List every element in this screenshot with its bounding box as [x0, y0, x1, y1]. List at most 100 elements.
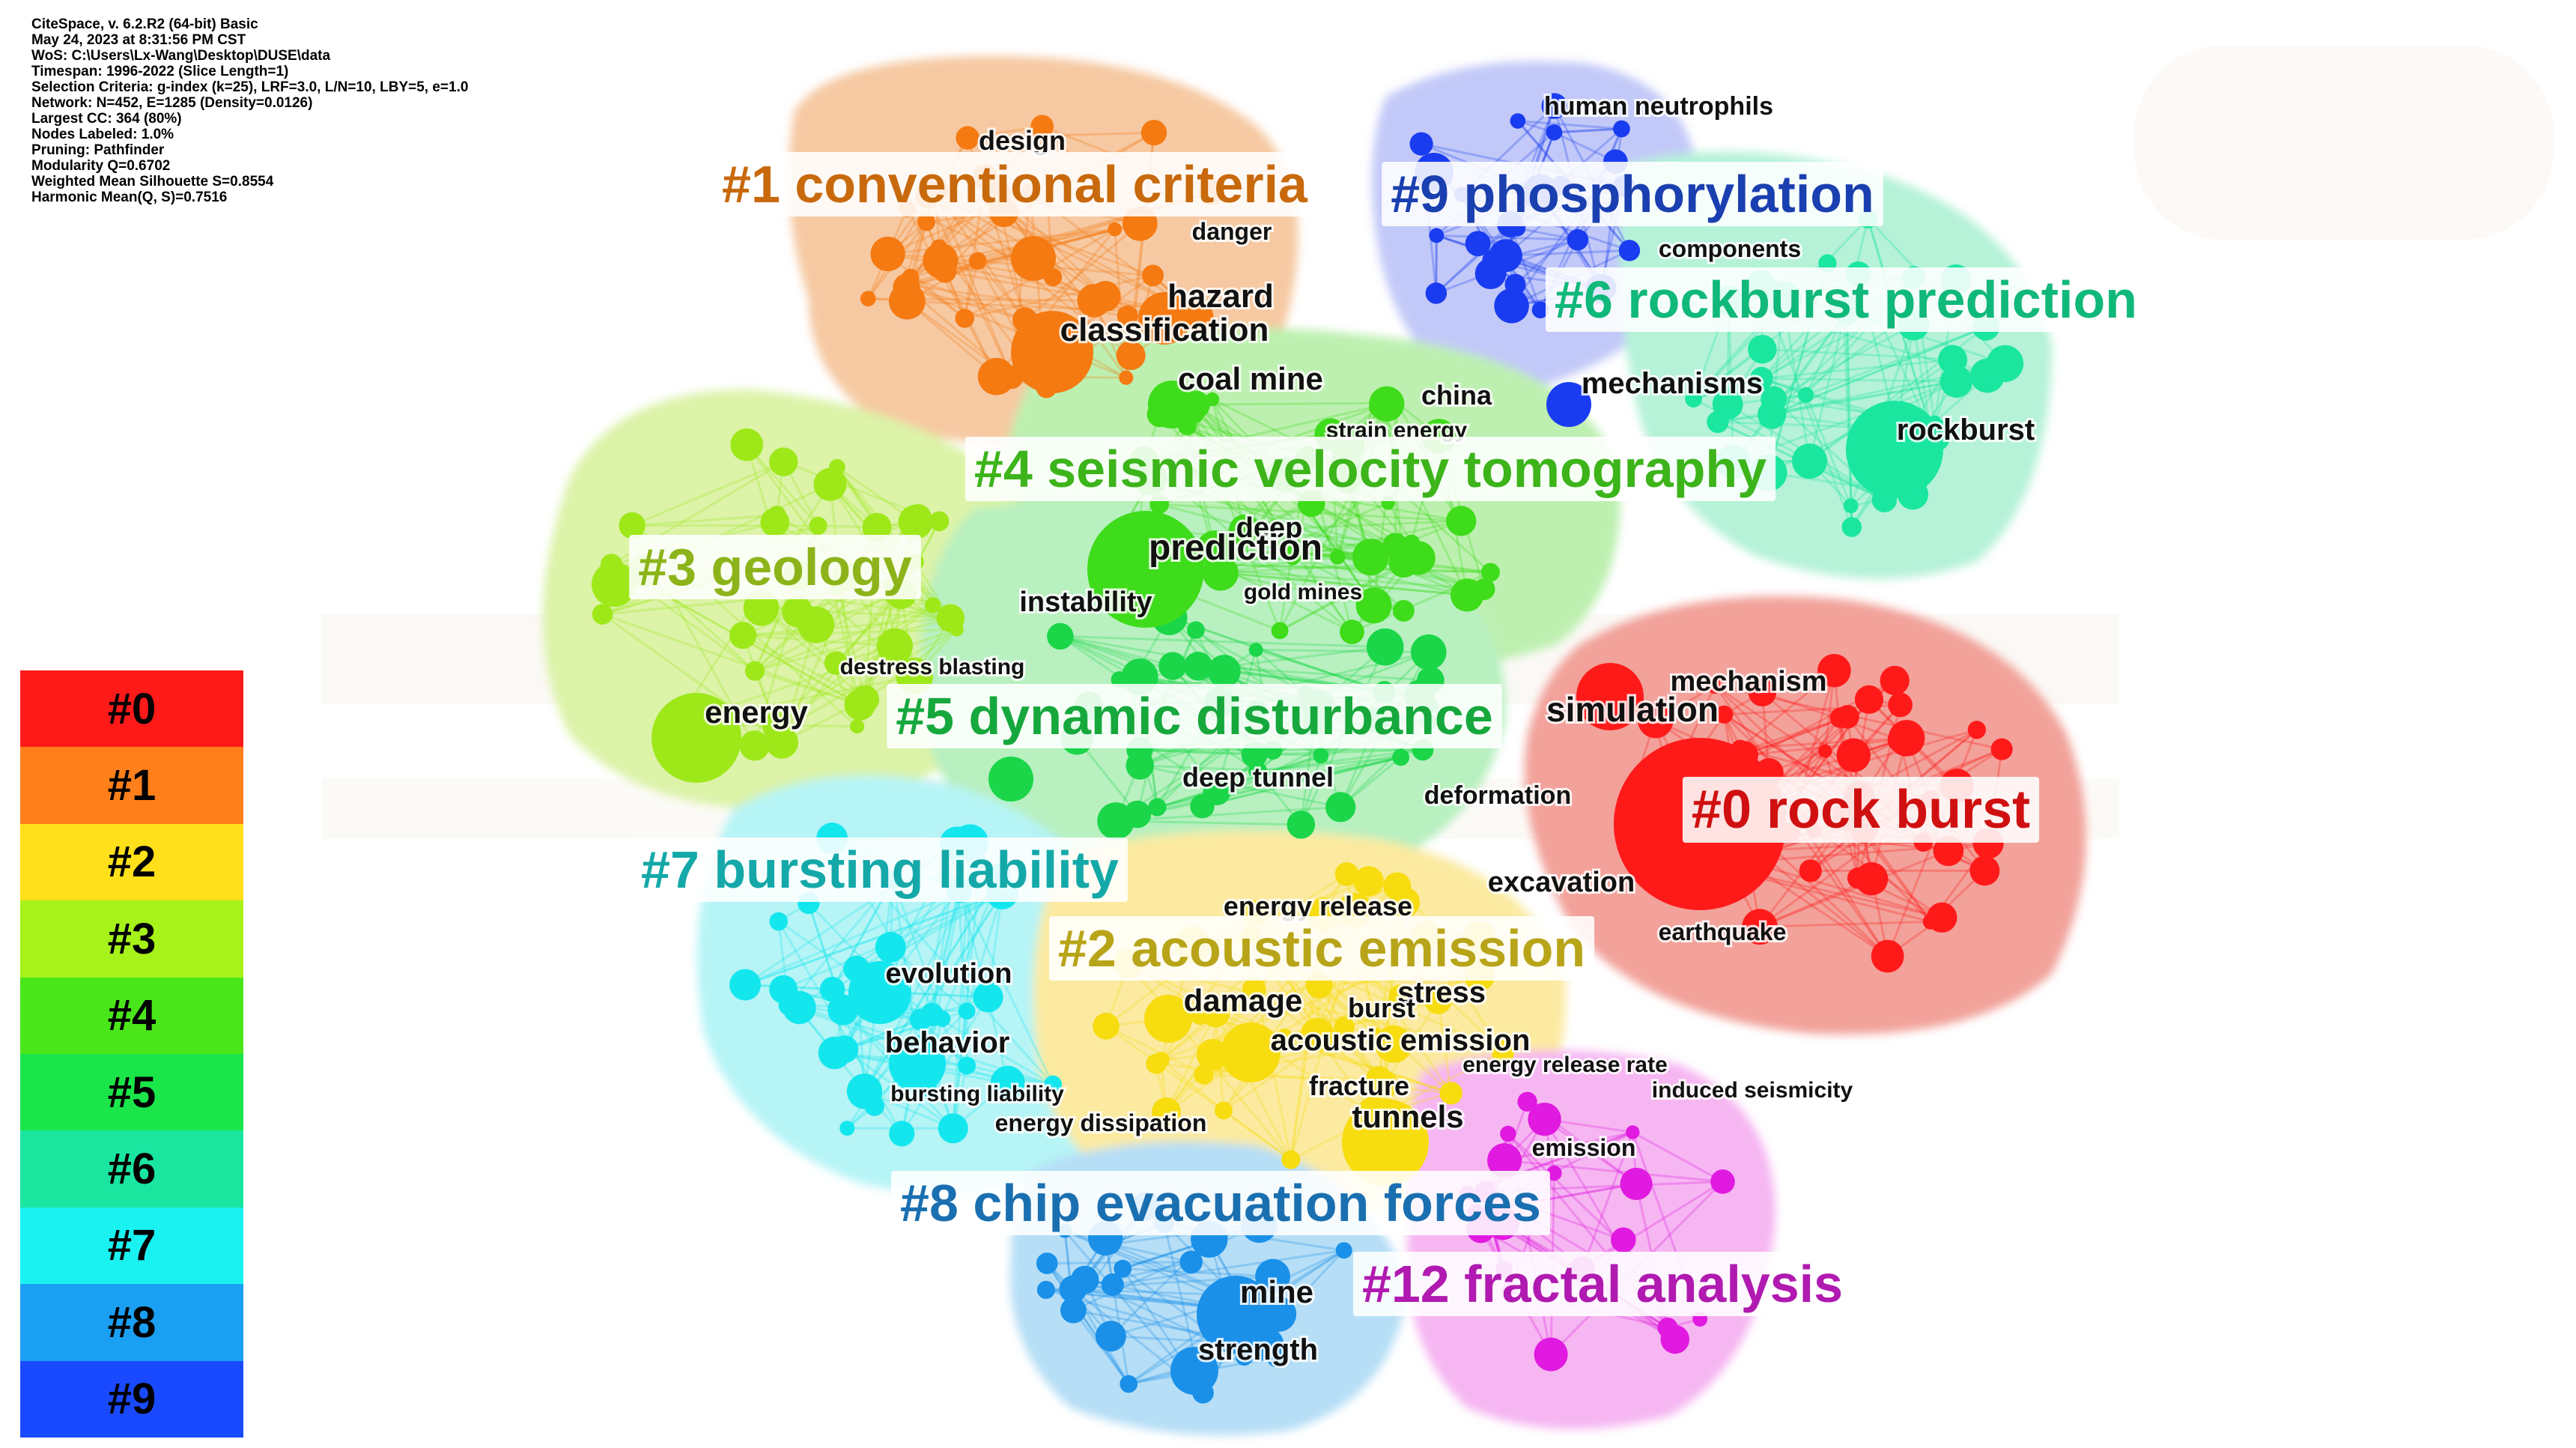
- keyword-label: energy release rate: [1462, 1052, 1668, 1077]
- network-node: [1392, 748, 1410, 766]
- metadata-line: Weighted Mean Silhouette S=0.8554: [31, 174, 274, 190]
- network-node: [875, 932, 906, 963]
- network-edge: [931, 889, 961, 1015]
- citespace-metadata: CiteSpace, v. 6.2.R2 (64-bit) Basic May …: [31, 16, 468, 205]
- network-node: [1620, 1167, 1653, 1200]
- network-node: [1298, 498, 1313, 512]
- network-edge: [1024, 222, 1141, 321]
- network-edge: [1740, 736, 1907, 750]
- hub-node: [1087, 511, 1204, 628]
- legend-item-6: #6: [20, 1130, 243, 1208]
- network-node: [1355, 587, 1392, 624]
- network-edge: [754, 670, 860, 706]
- keyword-label: earthquake: [1659, 918, 1787, 945]
- network-node: [1546, 1165, 1562, 1181]
- keyword-label: emission: [1532, 1134, 1636, 1161]
- network-edge: [1158, 503, 1485, 591]
- network-edge: [1805, 394, 1853, 506]
- legend-item-2: #2: [20, 823, 243, 901]
- network-node: [1748, 678, 1777, 707]
- metadata-line: WoS: C:\Users\Lx-Wang\Desktop\DUSE\data: [31, 48, 331, 64]
- network-edge: [965, 892, 1003, 1012]
- network-edge: [1310, 502, 1396, 547]
- network-edge: [1292, 557, 1468, 596]
- network-edge: [1112, 1249, 1344, 1286]
- cluster-label-1: #1 conventional criteria: [713, 152, 1318, 216]
- network-node: [1370, 1070, 1399, 1099]
- network-node: [1114, 1259, 1132, 1278]
- network-edge: [1169, 616, 1385, 694]
- hub-node: [592, 562, 637, 607]
- network-node: [1189, 1003, 1212, 1026]
- network-node: [936, 604, 965, 632]
- network-node: [1116, 341, 1146, 371]
- network-node: [1517, 1091, 1537, 1112]
- network-edge: [967, 125, 1042, 139]
- hub-node: [651, 693, 741, 783]
- network-node: [973, 982, 1003, 1013]
- cluster-label-text: #12 fractal analysis: [1362, 1255, 1843, 1313]
- network-edge: [976, 260, 1027, 321]
- network-edge: [890, 946, 968, 1012]
- network-node: [860, 291, 876, 307]
- network-node: [765, 726, 798, 759]
- network-node: [1388, 984, 1411, 1007]
- network-node: [1748, 334, 1777, 364]
- hub-node: [988, 757, 1033, 802]
- network-node: [898, 504, 933, 539]
- network-edge: [1257, 756, 1401, 772]
- network-node: [1510, 113, 1526, 129]
- keyword-label: tunnels: [1352, 1099, 1463, 1134]
- network-edge: [1759, 849, 1949, 928]
- hub-node: [1197, 1276, 1275, 1354]
- cluster-label-3: #3 geology: [629, 535, 921, 599]
- network-node: [1117, 305, 1138, 327]
- keyword-label: prediction: [1149, 528, 1322, 568]
- network-edge: [1123, 1267, 1273, 1278]
- network-node: [778, 995, 799, 1016]
- network-edge: [1244, 529, 1371, 559]
- network-edge: [631, 461, 784, 527]
- network-node: [592, 604, 613, 625]
- cluster-label-text: #1 conventional criteria: [722, 155, 1308, 213]
- network-edge: [742, 617, 951, 637]
- network-node: [1182, 300, 1214, 333]
- network-node: [1352, 539, 1389, 576]
- keyword-label: strength: [1198, 1333, 1318, 1366]
- network-node: [955, 309, 974, 328]
- network-node: [1660, 1324, 1690, 1354]
- keyword-label: mine: [1240, 1274, 1313, 1309]
- cluster-label-box: [887, 684, 1502, 748]
- metadata-line: CiteSpace, v. 6.2.R2 (64-bit) Basic: [31, 16, 258, 32]
- network-node: [929, 511, 950, 532]
- network-node: [769, 447, 798, 476]
- network-node: [877, 628, 913, 664]
- cluster-color-legend: #0 #1 #2 #3 #4 #5 #6 #7 #8 #9: [20, 670, 243, 1438]
- network-edge: [906, 300, 997, 378]
- network-node: [862, 512, 892, 542]
- network-node: [1531, 301, 1549, 318]
- keyword-label: damage: [1184, 983, 1303, 1018]
- network-edge: [1139, 764, 1341, 808]
- keyword-label: destress blasting: [840, 655, 1025, 679]
- network-edge: [1912, 324, 1932, 430]
- network-edge: [1581, 1131, 1634, 1270]
- network-node: [956, 126, 979, 150]
- network-node: [1429, 228, 1445, 243]
- cluster-label-9: #9 phosphorylation: [1382, 162, 1883, 226]
- network-node: [1626, 1125, 1640, 1139]
- network-node: [1818, 744, 1832, 758]
- hub-node: [1148, 381, 1196, 428]
- network-edge: [754, 604, 934, 673]
- network-node: [1044, 1075, 1062, 1094]
- network-edge: [1139, 748, 1321, 757]
- network-node: [1077, 284, 1111, 318]
- network-node: [1369, 1028, 1384, 1043]
- network-edge: [1845, 309, 1853, 527]
- network-node: [1187, 621, 1205, 639]
- hub-node: [848, 961, 911, 1024]
- network-edge: [632, 514, 777, 527]
- network-edge: [1805, 325, 1987, 396]
- network-node: [1325, 792, 1356, 823]
